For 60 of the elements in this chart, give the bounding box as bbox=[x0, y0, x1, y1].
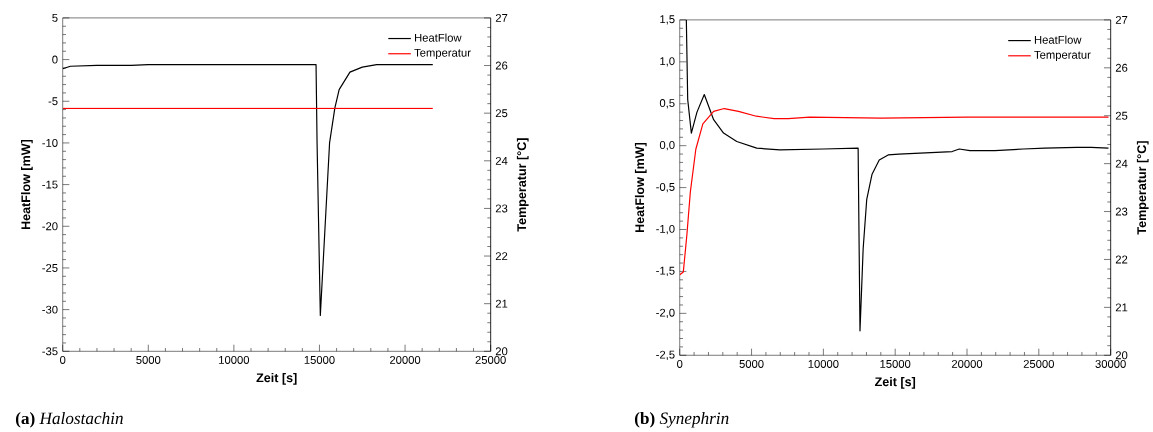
y2-axis-title: Temperatur [°C] bbox=[1136, 141, 1149, 235]
y-tick-label: -2,5 bbox=[656, 350, 675, 360]
legend-label: HeatFlow bbox=[415, 33, 462, 42]
y-tick-label: -30 bbox=[42, 305, 58, 314]
x-tick-label: 15000 bbox=[304, 356, 335, 364]
y2-tick-label: 25 bbox=[495, 109, 508, 118]
x-axis-title: Zeit [s] bbox=[256, 373, 297, 385]
x-tick-label: 0 bbox=[60, 356, 66, 364]
y2-tick-label: 22 bbox=[1115, 255, 1128, 264]
y2-axis-title: Temperatur [°C] bbox=[516, 138, 529, 232]
y-tick-label: -0,5 bbox=[656, 183, 675, 193]
y2-tick-label: 26 bbox=[1115, 63, 1128, 72]
text: (b) Synephrin bbox=[634, 412, 729, 428]
y-tick-label: 1,0 bbox=[660, 57, 675, 67]
legend-label: HeatFlow bbox=[1034, 35, 1082, 44]
legend-label: Temperatur bbox=[414, 48, 471, 59]
y-tick-label: -35 bbox=[42, 347, 58, 356]
x-tick-label: 10000 bbox=[808, 360, 839, 368]
y-tick-label: -10 bbox=[42, 139, 58, 147]
y-tick-label: -15 bbox=[42, 180, 58, 189]
legend-label: Temperatur bbox=[1034, 50, 1091, 62]
y-tick-label: 0,0 bbox=[659, 141, 675, 151]
y2-tick-label: 22 bbox=[495, 252, 508, 261]
x-tick-label: 15000 bbox=[880, 360, 911, 368]
y2-tick-label: 23 bbox=[495, 204, 508, 213]
y2-tick-label: 24 bbox=[495, 156, 508, 165]
x-tick-label: 0 bbox=[677, 360, 683, 368]
x-tick-label: 5000 bbox=[136, 356, 161, 364]
y-tick-label: -25 bbox=[42, 264, 58, 272]
y-tick-label: -5 bbox=[48, 97, 58, 106]
text: (a) Halostachin bbox=[15, 412, 123, 428]
line-series bbox=[679, 107, 1110, 276]
y-tick-label: -1,0 bbox=[656, 224, 675, 235]
y-tick-label: -1,5 bbox=[656, 266, 675, 277]
y-axis-title: HeatFlow [mW] bbox=[634, 143, 647, 233]
y-tick-label: 0 bbox=[52, 55, 58, 64]
y-tick-label: -20 bbox=[42, 222, 58, 231]
x-tick-label: 25000 bbox=[1023, 360, 1054, 368]
x-tick-label: 10000 bbox=[219, 356, 250, 364]
y2-tick-label: 24 bbox=[1115, 159, 1128, 168]
x-tick-label: 25000 bbox=[475, 356, 506, 364]
y-tick-label: -2,0 bbox=[656, 308, 675, 319]
x-tick-label: 20000 bbox=[389, 356, 421, 364]
y-tick-label: 5 bbox=[52, 14, 58, 22]
x-tick-label: 30000 bbox=[1095, 360, 1126, 368]
y2-tick-label: 21 bbox=[495, 299, 508, 308]
y2-tick-label: 20 bbox=[495, 347, 508, 356]
y2-tick-label: 27 bbox=[495, 14, 508, 22]
x-axis-title: Zeit [s] bbox=[874, 377, 916, 389]
y2-tick-label: 26 bbox=[495, 61, 508, 70]
y-tick-label: 1,5 bbox=[660, 15, 675, 25]
y2-tick-label: 21 bbox=[1115, 303, 1128, 312]
y2-tick-label: 25 bbox=[1115, 111, 1128, 120]
y2-tick-label: 20 bbox=[1115, 351, 1128, 360]
x-tick-label: 20000 bbox=[951, 360, 983, 368]
y2-tick-label: 23 bbox=[1115, 207, 1128, 216]
y-tick-label: 0,5 bbox=[659, 99, 675, 109]
y2-tick-label: 27 bbox=[1115, 16, 1128, 24]
y-axis-title: HeatFlow [mW] bbox=[21, 140, 33, 230]
x-tick-label: 5000 bbox=[739, 360, 764, 368]
